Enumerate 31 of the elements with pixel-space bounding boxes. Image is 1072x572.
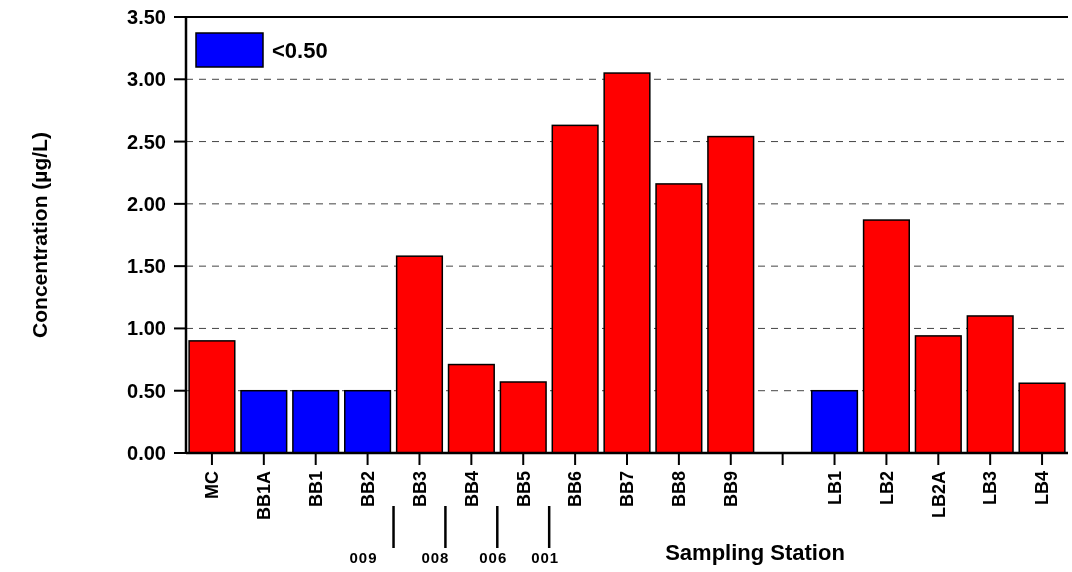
x-tick-label: BB9 xyxy=(721,471,742,508)
text: 009 xyxy=(349,549,378,567)
legend-label: <0.50 xyxy=(272,37,328,63)
y-tick-label: 2.00 xyxy=(127,192,166,215)
x-tick-label: BB3 xyxy=(409,471,430,508)
y-tick-label: 3.00 xyxy=(127,68,166,91)
x-tick-label: MC xyxy=(202,471,223,499)
y-tick-label: 1.50 xyxy=(127,255,166,278)
x-tick-label: BB1A xyxy=(254,471,275,521)
y-tick-label: 0.50 xyxy=(127,379,166,402)
y-tick-label: 3.50 xyxy=(127,6,166,28)
text: 006 xyxy=(479,549,508,567)
y-tick-label: 1.00 xyxy=(127,317,166,340)
x-tick-label: LB1 xyxy=(824,471,845,506)
y-tick-label: 2.50 xyxy=(127,130,166,153)
x-tick-label: BB4 xyxy=(461,471,482,508)
x-tick-label: LB2 xyxy=(876,471,897,506)
y-tick-label: 0.00 xyxy=(127,442,166,464)
x-tick-label: LB2A xyxy=(928,471,949,519)
text: 001 xyxy=(531,549,560,567)
x-tick-label: BB1 xyxy=(306,471,327,508)
text: 008 xyxy=(421,549,450,567)
x-tick-label: BB2 xyxy=(357,471,378,508)
x-tick-label: BB6 xyxy=(565,471,586,508)
x-tick-label: BB5 xyxy=(513,471,534,508)
x-axis-title: Sampling Station xyxy=(665,539,845,565)
x-tick-label: LB4 xyxy=(1032,471,1053,506)
x-tick-label: LB3 xyxy=(980,471,1001,506)
x-tick-label: BB7 xyxy=(617,471,638,508)
x-tick-label: BB8 xyxy=(669,471,690,508)
y-axis-title: Concentration (µg/L) xyxy=(28,132,52,338)
